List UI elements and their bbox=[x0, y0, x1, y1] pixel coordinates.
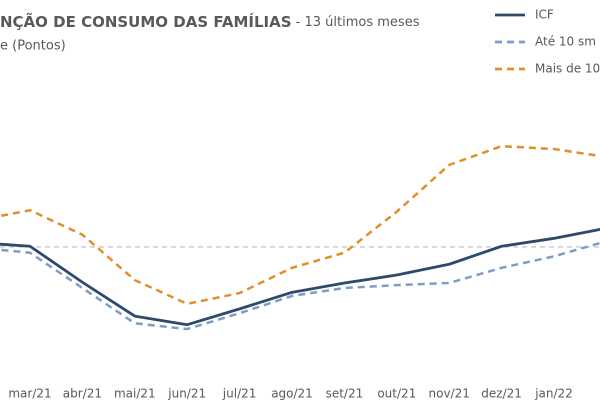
x-tick-label: ago/21 bbox=[271, 387, 313, 401]
x-tick-label: jun/21 bbox=[167, 387, 206, 401]
x-tick-label: dez/21 bbox=[481, 387, 522, 401]
x-tick-label: jan/22 bbox=[534, 387, 573, 401]
x-tick-label: mar/21 bbox=[8, 387, 51, 401]
series-line bbox=[0, 228, 600, 327]
x-tick-label: set/21 bbox=[326, 387, 364, 401]
x-tick-label: out/21 bbox=[377, 387, 416, 401]
x-tick-label: mai/21 bbox=[114, 387, 156, 401]
x-tick-label: nov/21 bbox=[429, 387, 470, 401]
chart-title: NÇÃO DE CONSUMO DAS FAMÍLIAS - 13 último… bbox=[0, 12, 420, 31]
legend-label: Mais de 10 bbox=[535, 62, 600, 76]
series-line bbox=[0, 144, 600, 306]
x-tick-label: jul/21 bbox=[222, 387, 257, 401]
title-suffix: - 13 últimos meses bbox=[292, 15, 420, 30]
title-main: NÇÃO DE CONSUMO DAS FAMÍLIAS bbox=[0, 12, 292, 31]
legend-label: Até 10 sm bbox=[535, 35, 596, 49]
series-line bbox=[0, 241, 600, 331]
legend-label: ICF bbox=[535, 8, 554, 22]
x-tick-label: abr/21 bbox=[63, 387, 102, 401]
subtitle: e (Pontos) bbox=[0, 39, 66, 54]
